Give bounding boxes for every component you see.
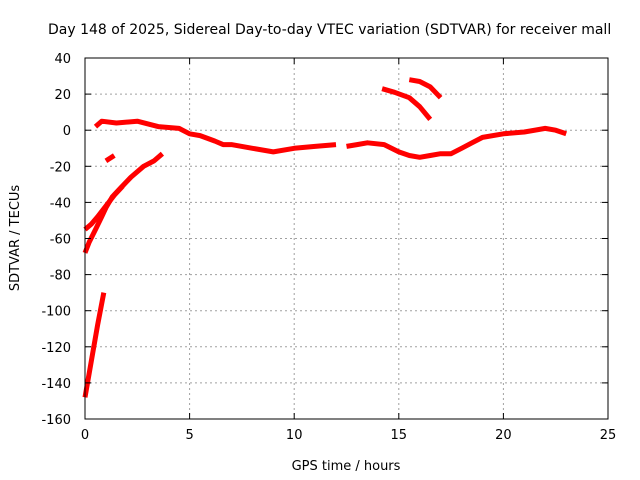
series-early-short (104, 153, 116, 164)
x-axis-label: GPS time / hours (292, 459, 401, 474)
y-tick-label: 20 (54, 88, 71, 103)
y-tick-label: 40 (54, 52, 71, 67)
y-tick-label: -160 (41, 413, 71, 428)
series-initial-steep (82, 292, 107, 398)
y-axis-label: SDTVAR / TECUs (8, 185, 23, 292)
series-early-arc-b (83, 184, 125, 232)
grid-layer (85, 58, 608, 419)
y-tick-label: -140 (41, 377, 71, 392)
x-tick-label: 25 (600, 428, 617, 443)
y-tick-label: -120 (41, 341, 71, 356)
series-afternoon-arc-upper (408, 77, 443, 100)
y-tick-label: -100 (41, 305, 71, 320)
chart-title: Day 148 of 2025, Sidereal Day-to-day VTE… (48, 22, 611, 38)
y-tick-label: 0 (63, 124, 71, 139)
x-tick-label: 20 (495, 428, 512, 443)
x-tick-label: 10 (286, 428, 303, 443)
series-midday-trace (346, 125, 568, 160)
x-tick-label: 0 (81, 428, 89, 443)
x-tick-label: 15 (391, 428, 408, 443)
y-tick-label: -60 (50, 233, 71, 248)
y-tick-label: -80 (50, 269, 71, 284)
tick-layer: 0 5 10 15 20 25 -160 -140 -120 -100 -80 -60 -40 -20 0 2… (41, 52, 616, 443)
y-tick-label: -40 (50, 196, 71, 211)
series-main-trace (93, 118, 337, 155)
y-tick-label: -20 (50, 160, 71, 175)
series-layer (82, 77, 568, 398)
x-tick-label: 5 (185, 428, 193, 443)
series-afternoon-arc-lower (381, 86, 433, 121)
